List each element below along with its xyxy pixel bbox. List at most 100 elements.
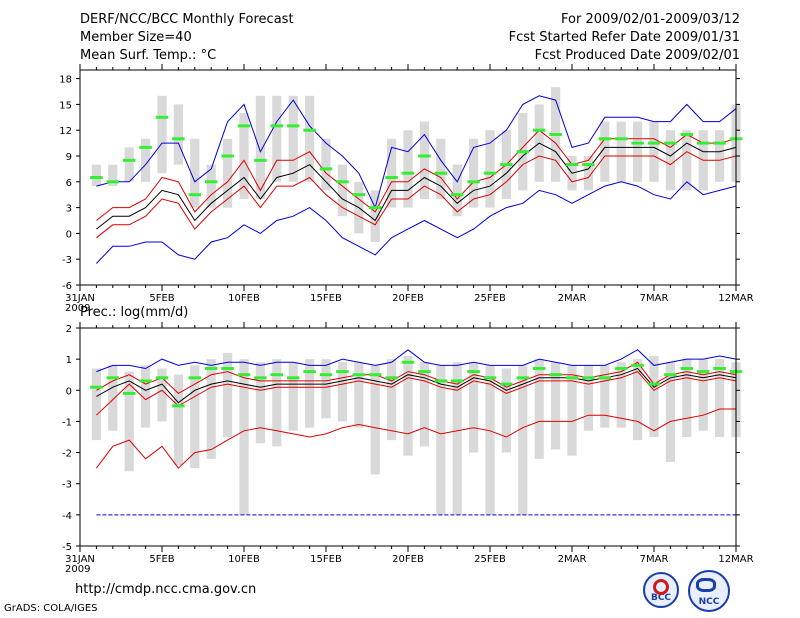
temp-median-marker — [598, 137, 612, 141]
temp-box — [223, 138, 233, 208]
temp-y-tick-label: 9 — [66, 152, 72, 163]
temp-box — [715, 130, 725, 182]
prec-median-marker — [90, 385, 103, 389]
temp-box — [157, 95, 167, 174]
temp-median-marker — [319, 167, 333, 171]
prec-median-marker — [139, 379, 152, 383]
temp-x-tick-label: 5FEB — [149, 293, 174, 304]
temp-y-tick-label: 18 — [59, 75, 72, 86]
prec-box — [255, 362, 265, 444]
prec-box — [403, 356, 413, 456]
temp-y-tick-label: 0 — [66, 229, 72, 240]
temp-median-marker — [172, 137, 185, 141]
temp-box — [436, 138, 446, 199]
prec-box — [682, 359, 692, 437]
prec-box — [108, 365, 118, 431]
temp-x-tick-label: 31JAN — [65, 293, 95, 304]
prec-box — [173, 374, 183, 466]
prec-x-tick-label: 15FEB — [310, 554, 342, 565]
temp-y-tick-label: 15 — [59, 100, 72, 111]
prec-y-tick-label: -4 — [62, 511, 72, 522]
forecast-period: For 2009/02/01-2009/03/12 — [561, 12, 740, 27]
temp-median-marker — [532, 128, 546, 132]
prec-box — [157, 368, 167, 422]
temp-median-marker — [237, 124, 251, 128]
prec-x-tick-label: 2MAR — [558, 554, 587, 565]
prec-box — [583, 365, 593, 431]
temp-median-marker — [614, 137, 628, 141]
temp-box — [633, 121, 643, 182]
temp-median-marker — [303, 128, 316, 132]
prec-median-marker — [237, 373, 251, 377]
prec-median-marker — [286, 376, 300, 380]
prec-median-marker — [713, 366, 726, 370]
temp-x-tick-label: 2009 — [65, 303, 90, 314]
temp-box — [649, 121, 659, 182]
temp-median-marker — [664, 141, 677, 145]
prec-box — [633, 359, 643, 441]
grads-credit: GrADS: COLA/IGES — [4, 603, 98, 614]
temp-box — [190, 138, 200, 208]
source-url[interactable]: http://cmdp.ncc.cma.gov.cn — [75, 582, 257, 597]
forecast-started-date: Fcst Started Refer Date 2009/01/31 — [508, 30, 740, 45]
temp-box — [173, 104, 183, 165]
prec-median-marker — [450, 379, 464, 383]
temp-median-marker — [270, 124, 284, 128]
temp-box — [403, 130, 413, 208]
prec-box — [616, 362, 626, 428]
prec-box — [305, 359, 315, 428]
prec-median-marker — [270, 373, 284, 377]
temp-median-marker — [434, 171, 448, 175]
prec-x-tick-label: 25FEB — [474, 554, 506, 565]
prec-median-marker — [401, 360, 415, 364]
prec-box — [419, 362, 429, 447]
prec-y-tick-label: -5 — [62, 542, 72, 553]
temp-box — [206, 164, 216, 208]
temp-median-marker — [418, 154, 431, 158]
temp-median-marker — [565, 163, 579, 167]
prec-box — [354, 362, 364, 428]
prec-line-maximum — [96, 349, 737, 373]
prec-box — [665, 362, 675, 462]
prec-x-tick-label: 12MAR — [718, 554, 753, 565]
prec-box — [501, 368, 511, 453]
prec-box — [567, 365, 577, 456]
temp-median-marker — [352, 193, 366, 197]
prec-median-marker — [303, 370, 316, 374]
prec-box — [206, 359, 216, 459]
prec-y-tick-label: -3 — [62, 480, 72, 491]
temp-median-marker — [139, 145, 152, 149]
prec-y-tick-label: 2 — [66, 324, 72, 335]
temp-box — [583, 156, 593, 191]
temp-box — [600, 121, 610, 182]
temp-box — [452, 164, 462, 217]
temp-line-minimum — [96, 181, 737, 264]
prec-y-tick-label: 1 — [66, 355, 72, 366]
prec-median-marker — [204, 366, 218, 370]
temp-median-marker — [680, 133, 694, 136]
temp-box — [682, 130, 692, 191]
temp-median-marker — [467, 180, 480, 184]
temp-median-marker — [122, 158, 136, 162]
prec-median-marker — [516, 376, 530, 380]
prec-box — [649, 356, 659, 437]
prec-median-marker — [647, 382, 661, 386]
temp-box — [665, 130, 675, 191]
temp-line-mean-spread — [96, 151, 737, 239]
prec-median-marker — [680, 366, 694, 370]
temp-box — [419, 121, 429, 199]
temp-box — [305, 95, 315, 182]
temp-box — [239, 113, 249, 199]
prec-x-tick-label: 20FEB — [392, 554, 424, 565]
prec-box — [600, 365, 610, 428]
temp-y-tick-label: 3 — [66, 204, 72, 215]
prec-median-marker — [155, 376, 169, 380]
prec-box — [337, 362, 347, 422]
forecast-produced-date: Fcst Produced Date 2009/02/01 — [534, 48, 740, 63]
prec-box — [239, 359, 249, 515]
bcc-emblem-icon — [653, 579, 669, 595]
prec-box — [715, 359, 725, 437]
prec-median-marker — [221, 366, 234, 370]
temp-median-marker — [713, 141, 726, 145]
